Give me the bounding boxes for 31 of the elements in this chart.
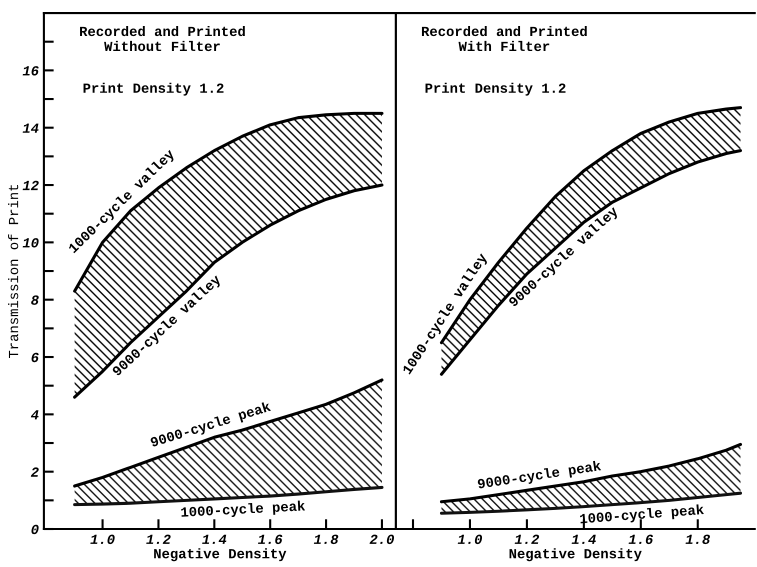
x-tick-label: 1.8	[686, 534, 710, 544]
text: Print Density 1.2	[84, 82, 224, 96]
y-tick-label: 2	[30, 467, 39, 477]
x-axis-title: Negative Density	[510, 548, 642, 562]
text: Recorded and Printed With Filter	[422, 26, 587, 52]
text: 9000-cycle peak	[477, 460, 602, 492]
x-tick-label: 1.0	[458, 534, 482, 544]
x-tick-label: 1.6	[628, 534, 653, 544]
x-tick-label: 2.0	[370, 534, 394, 544]
y-axis-title: Transmission of Print	[8, 184, 18, 358]
y-tick-label: 8	[31, 295, 39, 305]
y-tick-label: 4	[30, 410, 39, 420]
x-tick-label: 1.2	[514, 534, 540, 544]
x-tick-label: 1.8	[314, 534, 338, 544]
y-tick-label: 6	[32, 352, 39, 362]
y-tick-label: 12	[22, 180, 39, 190]
x-tick-label: 1.2	[146, 534, 171, 544]
text: Print Density 1.2	[426, 82, 566, 96]
x-tick-label: 1.4	[572, 534, 596, 544]
x-tick-label: 1.0	[90, 534, 115, 544]
series-label: 1000-cycle peak	[580, 504, 704, 526]
y-tick-label: 14	[22, 124, 39, 133]
text: Recorded and Printed Without Filter	[80, 26, 245, 52]
x-tick-label: 1.6	[258, 534, 282, 544]
y-tick-label: 16	[22, 66, 39, 76]
line-series	[73, 378, 384, 488]
series-label: 1000-cycle peak	[181, 500, 306, 520]
x-tick-label: 1.4	[202, 534, 226, 544]
y-tick-label: 10	[22, 238, 39, 248]
x-axis-title: Negative Density	[154, 548, 286, 562]
y-tick-label: 0	[31, 524, 39, 534]
